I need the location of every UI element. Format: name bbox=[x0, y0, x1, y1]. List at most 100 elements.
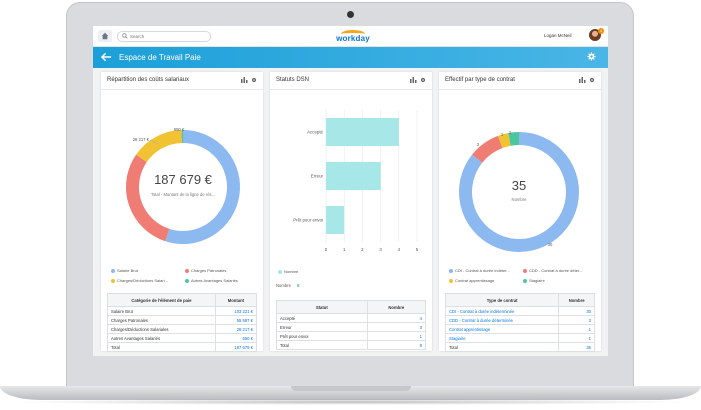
table-row: Total 35 bbox=[444, 342, 595, 352]
cell-value[interactable]: 187 679 € bbox=[214, 342, 258, 352]
back-arrow-icon[interactable] bbox=[101, 52, 112, 62]
cell-label[interactable]: CDD - Contrat à durée déterminée bbox=[444, 315, 560, 325]
legend-dot bbox=[278, 269, 282, 274]
donut-total-value: 35 bbox=[512, 178, 526, 193]
category-label: Prêt pour envoi bbox=[293, 218, 323, 223]
user-name[interactable]: Logan McNeil bbox=[544, 33, 572, 38]
card-statuts: Statuts DSN Accepté Erreur Prêt pour envoi… bbox=[270, 72, 432, 351]
page-header: Espace de Travail Paie bbox=[93, 47, 608, 68]
donut-slice[interactable] bbox=[136, 130, 183, 163]
donut-chart-repartition: 187 679 € Total - Montant de la ligne de… bbox=[126, 127, 240, 244]
donut-slice[interactable] bbox=[459, 132, 579, 252]
gear-icon[interactable] bbox=[589, 77, 595, 85]
chart-toggle-icon[interactable] bbox=[409, 77, 417, 85]
search-icon bbox=[122, 33, 128, 39]
donut-total-caption: Nombre bbox=[512, 197, 528, 202]
card-title: Répartition des coûts salariaux bbox=[107, 77, 190, 83]
search-input[interactable] bbox=[130, 33, 205, 40]
bar[interactable] bbox=[326, 118, 399, 146]
laptop-base bbox=[0, 386, 701, 400]
legend-label: Contrat apprentissage bbox=[455, 278, 495, 283]
divider bbox=[101, 89, 263, 90]
legend-dot bbox=[185, 268, 189, 273]
cell-value[interactable]: 4 bbox=[366, 313, 427, 323]
donut-slice[interactable] bbox=[165, 130, 240, 244]
legend-item[interactable]: Stagiaire bbox=[523, 278, 545, 283]
cell-value[interactable]: 103 221 € bbox=[214, 306, 258, 316]
search-box[interactable] bbox=[117, 31, 211, 42]
gear-icon[interactable] bbox=[587, 52, 596, 61]
legend-item[interactable]: Salaire Brut bbox=[111, 268, 138, 273]
donut-total-value: 187 679 € bbox=[154, 172, 213, 187]
legend-item[interactable]: Contrat apprentissage bbox=[449, 278, 494, 283]
cell-value[interactable]: 8 bbox=[366, 340, 427, 350]
legend-label: Autres Avantages Salariés bbox=[191, 278, 238, 283]
cell-label: Prêt pour envoi bbox=[276, 331, 368, 341]
column-header[interactable]: Type de contrat bbox=[444, 293, 560, 307]
column-header[interactable]: Catégorie de l'élément de paie bbox=[107, 293, 216, 307]
cell-value[interactable]: 3 bbox=[558, 315, 595, 325]
legend-label: Salaire Brut bbox=[117, 268, 138, 273]
cell-value[interactable]: 1 bbox=[558, 333, 595, 343]
category-label: Accepté bbox=[307, 130, 323, 135]
slice-leader bbox=[149, 139, 159, 145]
cell-value[interactable]: 30 bbox=[558, 306, 595, 316]
gear-icon[interactable] bbox=[420, 77, 426, 85]
card-tools bbox=[408, 77, 426, 85]
table-row: Charges Patronales 55 597 € bbox=[107, 315, 258, 325]
cell-label[interactable]: CDI - Contrat à durée indéterminée bbox=[444, 306, 560, 316]
slice-label: 3 bbox=[477, 142, 480, 147]
cell-value[interactable]: 35 bbox=[558, 342, 595, 352]
table-row: Erreur 3 bbox=[276, 322, 427, 332]
chart-toggle-icon[interactable] bbox=[240, 77, 248, 85]
legend-label: Stagiaire bbox=[529, 278, 545, 283]
legend-item[interactable]: CDD - Contrat à durée déter... bbox=[523, 268, 582, 273]
table-header-row: Catégorie de l'élément de paie Montant bbox=[107, 293, 258, 307]
column-header[interactable]: Montant bbox=[214, 293, 258, 307]
legend-item[interactable]: Charges Patronales bbox=[185, 268, 226, 273]
cell-label[interactable]: Contrat apprentissage bbox=[444, 324, 560, 334]
home-button[interactable] bbox=[98, 30, 112, 42]
legend-dot bbox=[449, 278, 453, 283]
bar[interactable] bbox=[326, 162, 381, 190]
donut-total-caption: Total - Montant de la ligne de rés... bbox=[151, 192, 215, 197]
cell-value[interactable]: 55 597 € bbox=[214, 315, 258, 325]
gear-icon[interactable] bbox=[251, 77, 257, 85]
cell-value[interactable]: 28 217 € bbox=[214, 324, 258, 334]
cell-value[interactable]: 3 bbox=[366, 322, 427, 332]
table-row: CDI - Contrat à durée indéterminée 30 bbox=[444, 306, 595, 316]
count-value[interactable]: 8 bbox=[297, 283, 300, 288]
table-row: Total 8 bbox=[276, 340, 427, 350]
column-header[interactable]: Statut bbox=[276, 300, 368, 314]
donut-slice[interactable] bbox=[508, 132, 520, 146]
legend-item[interactable]: Autres Avantages Salariés bbox=[185, 278, 238, 283]
home-icon bbox=[101, 32, 109, 40]
donut-slice[interactable] bbox=[126, 154, 170, 242]
legend-item[interactable]: CDI - Contrat à durée indéter... bbox=[449, 268, 510, 273]
bar-chart-statuts: Accepté Erreur Prêt pour envoi 0 1 2 3 4 5 bbox=[293, 110, 419, 252]
cell-value[interactable]: 1 bbox=[366, 331, 427, 341]
cell-label[interactable]: Stagiaire bbox=[444, 333, 560, 343]
logo-arc bbox=[341, 30, 365, 38]
camera bbox=[347, 11, 354, 18]
chart-toggle-icon[interactable] bbox=[578, 77, 586, 85]
donut-slice[interactable] bbox=[497, 132, 511, 149]
legend-dot bbox=[111, 268, 115, 273]
notification-badge[interactable]: 4 bbox=[598, 28, 604, 34]
cell-label: Salaire Brut bbox=[107, 306, 216, 316]
tick-label: 5 bbox=[416, 247, 419, 252]
legend-label: CDI - Contrat à durée indéter... bbox=[455, 268, 510, 273]
legend-item[interactable]: Charges/Déductions Salari... bbox=[111, 278, 168, 283]
column-header[interactable]: Nombre bbox=[558, 293, 595, 307]
legend-item[interactable]: Nombre bbox=[278, 269, 298, 274]
slice-label: 28 217 € bbox=[133, 137, 150, 142]
card-tools bbox=[239, 77, 257, 85]
donut-slice[interactable] bbox=[472, 135, 503, 163]
bar[interactable] bbox=[326, 206, 345, 234]
cell-value[interactable]: 1 bbox=[558, 324, 595, 334]
column-header[interactable]: Nombre bbox=[366, 300, 427, 314]
legend-label: CDD - Contrat à durée déter... bbox=[529, 268, 583, 273]
cell-label: Charges Patronales bbox=[107, 315, 216, 325]
cell-label: Total bbox=[107, 342, 216, 352]
cell-value[interactable]: 650 € bbox=[214, 333, 258, 343]
